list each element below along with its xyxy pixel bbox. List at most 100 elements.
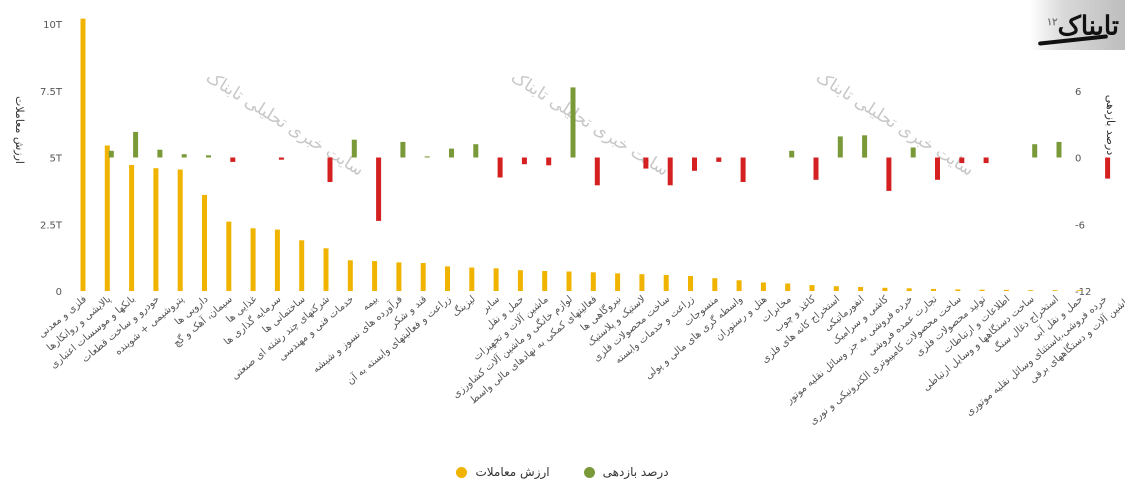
return-percent-series: [108, 87, 1111, 221]
return-percent-bar[interactable]: [327, 157, 333, 183]
trade-value-series: [80, 18, 1082, 292]
trade-value-bar[interactable]: [979, 289, 985, 291]
trade-value-bar[interactable]: [858, 287, 864, 291]
trade-value-bar[interactable]: [372, 261, 378, 291]
trade-value-bar[interactable]: [1003, 289, 1009, 291]
trade-value-bar[interactable]: [906, 288, 912, 291]
legend-dot-return-percent: [583, 466, 595, 478]
return-percent-bar[interactable]: [1105, 157, 1111, 179]
trade-value-bar[interactable]: [785, 283, 791, 292]
trade-value-bar[interactable]: [1052, 290, 1058, 291]
return-percent-bar[interactable]: [424, 156, 430, 158]
legend-item-trade-value[interactable]: ارزش معاملات: [456, 465, 550, 479]
return-percent-bar[interactable]: [837, 136, 843, 158]
trade-value-bar[interactable]: [202, 194, 207, 291]
return-percent-bar[interactable]: [449, 148, 454, 158]
return-percent-bar[interactable]: [716, 157, 722, 162]
trade-value-bar[interactable]: [566, 271, 572, 292]
return-percent-bar[interactable]: [497, 157, 503, 178]
watermark-text: سایت خبری تحلیلی تابناک: [202, 67, 367, 180]
trade-value-bar[interactable]: [347, 260, 353, 291]
trade-value-bar[interactable]: [274, 229, 280, 291]
return-percent-bar[interactable]: [594, 157, 600, 186]
right-axis-tick-label: 6: [1075, 87, 1081, 98]
return-percent-bar[interactable]: [886, 157, 892, 191]
trade-value-bar[interactable]: [104, 145, 110, 292]
category-label: لیزینگ: [450, 293, 478, 319]
return-percent-bar[interactable]: [133, 131, 139, 158]
return-percent-bar[interactable]: [740, 157, 746, 183]
return-percent-bar[interactable]: [521, 157, 527, 165]
trade-value-bar[interactable]: [1076, 290, 1082, 291]
trade-value-bar[interactable]: [517, 270, 523, 291]
left-axis: 0 2.5T 5T 7.5T 10T: [40, 20, 63, 298]
trade-value-bar[interactable]: [153, 168, 159, 291]
return-percent-bar[interactable]: [789, 150, 795, 158]
trade-value-bar[interactable]: [396, 262, 402, 291]
trade-value-bar[interactable]: [129, 165, 135, 291]
trade-value-bar[interactable]: [760, 282, 766, 292]
legend-label-return-percent: درصد بازدهی: [602, 465, 669, 479]
return-percent-bar[interactable]: [473, 144, 479, 158]
return-percent-bar[interactable]: [1056, 141, 1062, 158]
return-percent-bar[interactable]: [181, 154, 187, 158]
return-percent-bar[interactable]: [570, 87, 576, 158]
trade-value-bar[interactable]: [299, 240, 305, 291]
trade-value-bar[interactable]: [493, 268, 499, 291]
trade-value-bar[interactable]: [590, 272, 596, 291]
site-logo: تابناک١٢: [1030, 0, 1125, 50]
return-percent-bar[interactable]: [692, 157, 697, 171]
trade-value-bar[interactable]: [177, 169, 183, 292]
trade-value-bar[interactable]: [323, 248, 329, 291]
return-percent-bar[interactable]: [376, 157, 382, 221]
trade-value-bar[interactable]: [469, 267, 475, 292]
legend: ارزش معاملات درصد بازدهی: [0, 462, 1125, 482]
legend-label-trade-value: ارزش معاملات: [475, 465, 550, 479]
trade-value-bar[interactable]: [639, 274, 645, 291]
trade-value-bar[interactable]: [615, 273, 621, 291]
return-percent-bar[interactable]: [910, 147, 916, 158]
left-axis-tick-label: 2.5T: [40, 220, 63, 231]
return-percent-bar[interactable]: [278, 157, 284, 160]
return-percent-bar[interactable]: [400, 141, 406, 158]
trade-value-bar[interactable]: [833, 286, 839, 291]
trade-value-bar[interactable]: [931, 288, 936, 291]
return-percent-bar[interactable]: [813, 157, 819, 180]
return-percent-bar[interactable]: [546, 157, 552, 166]
trade-value-bar[interactable]: [882, 287, 888, 291]
trade-value-bar[interactable]: [542, 271, 548, 291]
legend-dot-trade-value: [456, 466, 468, 478]
return-percent-bar[interactable]: [983, 157, 989, 164]
right-axis-tick-label: -12: [1075, 287, 1091, 298]
return-percent-bar[interactable]: [108, 150, 114, 158]
trade-value-bar[interactable]: [420, 263, 426, 291]
return-percent-bar[interactable]: [206, 155, 211, 158]
trade-value-bar[interactable]: [736, 280, 742, 291]
right-axis-tick-label: -6: [1075, 220, 1085, 231]
trade-value-bar[interactable]: [250, 228, 256, 291]
trade-value-bar[interactable]: [955, 289, 961, 291]
return-percent-bar[interactable]: [862, 135, 868, 158]
trade-value-bar[interactable]: [712, 278, 718, 291]
trade-value-bar[interactable]: [809, 285, 815, 291]
trade-value-bar[interactable]: [445, 266, 450, 291]
return-percent-bar[interactable]: [643, 157, 649, 169]
trade-value-bar[interactable]: [226, 221, 232, 291]
return-percent-bar[interactable]: [959, 157, 965, 164]
return-percent-bar[interactable]: [667, 157, 673, 186]
left-axis-tick-label: 5T: [50, 154, 63, 165]
right-axis-tick-label: 0: [1075, 154, 1081, 165]
trade-value-bar[interactable]: [663, 275, 669, 291]
legend-item-return-percent[interactable]: درصد بازدهی: [583, 465, 669, 479]
trade-value-bar[interactable]: [1028, 290, 1034, 291]
return-percent-bar[interactable]: [351, 139, 357, 158]
trade-value-bar[interactable]: [80, 18, 86, 291]
trade-value-bar[interactable]: [688, 276, 693, 291]
right-axis: -12 -6 0 6: [1075, 87, 1091, 298]
return-percent-bar[interactable]: [1032, 144, 1038, 158]
return-percent-bar[interactable]: [157, 149, 163, 158]
return-percent-bar[interactable]: [230, 157, 236, 162]
return-percent-bar[interactable]: [935, 157, 940, 180]
